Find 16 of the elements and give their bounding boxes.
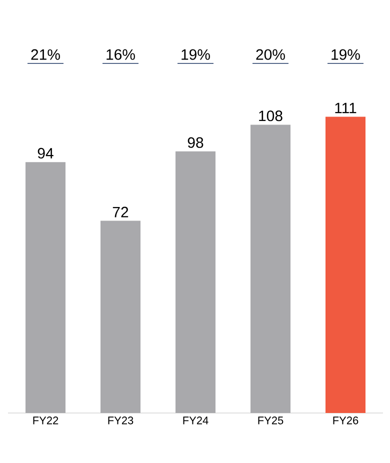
text: 19% [182, 49, 210, 60]
x-tick-label: FY22 [33, 416, 58, 424]
x-tick-label: FY26 [333, 416, 358, 424]
x-tick-label: FY25 [258, 416, 284, 424]
text: 16% [106, 49, 135, 60]
data-label: 111 [335, 102, 356, 114]
text: 19% [332, 49, 360, 60]
x-tick-label: FY23 [108, 416, 134, 424]
data-label: 98 [188, 137, 204, 148]
data-label: 72 [112, 206, 128, 218]
text: 20% [256, 49, 285, 60]
data-label: 108 [259, 110, 282, 122]
bar [325, 116, 366, 413]
data-label: 94 [38, 148, 54, 159]
text: 21% [31, 49, 60, 60]
x-tick-label: FY24 [183, 416, 208, 424]
